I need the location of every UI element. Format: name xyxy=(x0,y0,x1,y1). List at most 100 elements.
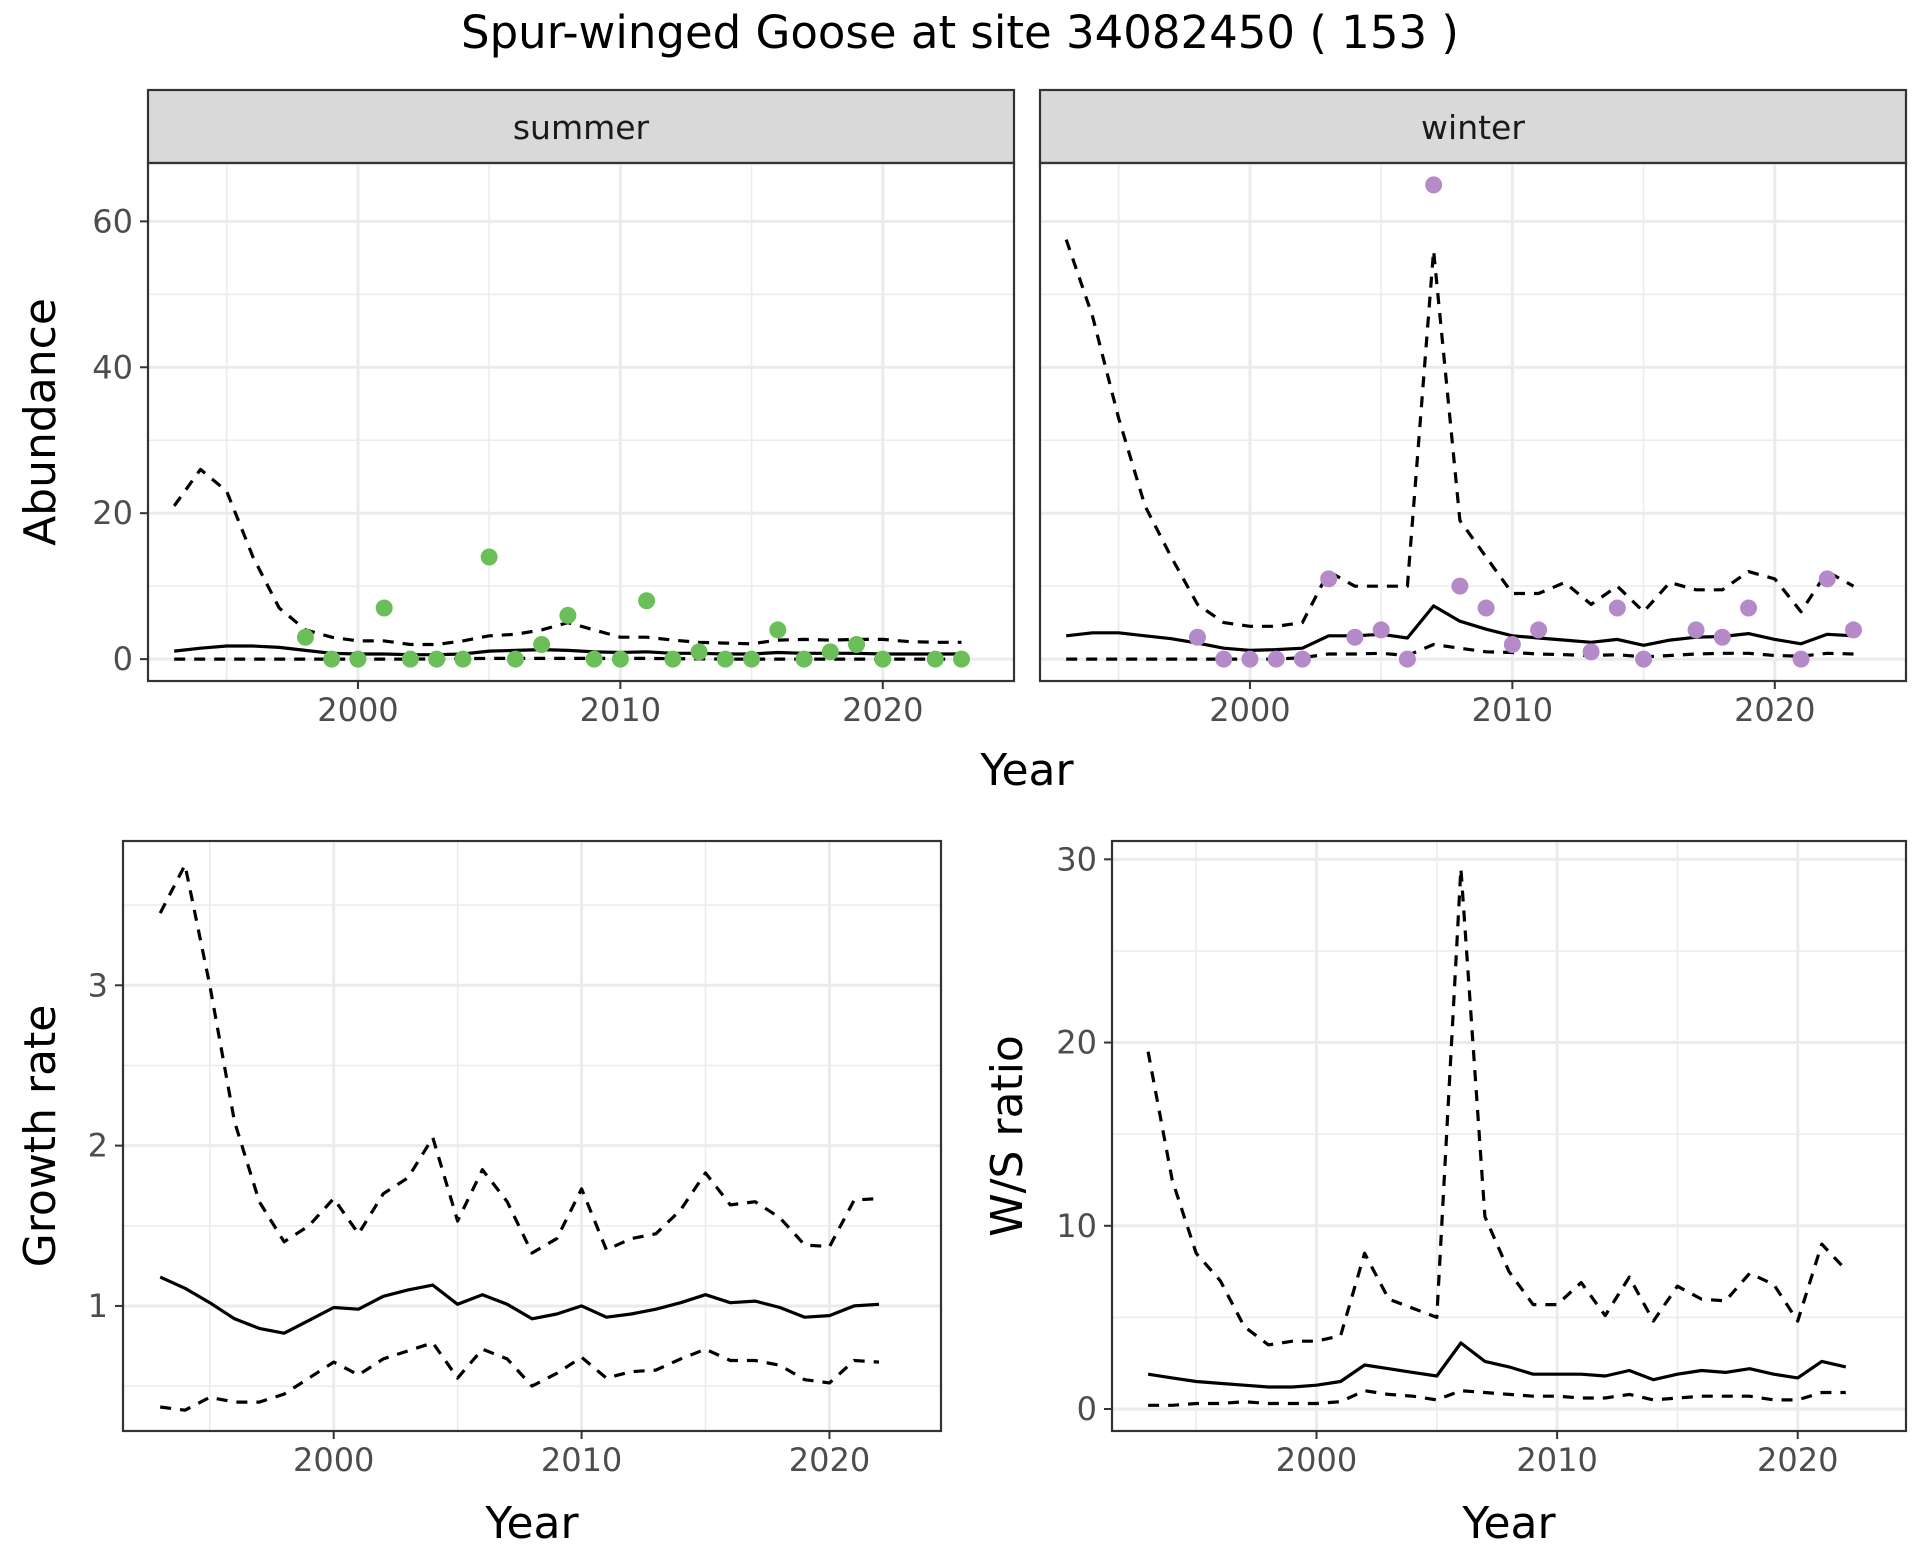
series-line-dashed xyxy=(1146,866,1847,1347)
x-tick-label: 2010 xyxy=(1472,691,1553,729)
facet-strip xyxy=(1038,88,1908,165)
data-point xyxy=(1425,176,1443,194)
series-line-solid xyxy=(1147,1341,1847,1389)
data-point xyxy=(375,599,393,617)
data-point xyxy=(848,636,866,654)
data-point xyxy=(926,650,944,668)
facet-panel-winter: winter 2000 2010 2020 xyxy=(1038,88,1908,729)
data-point xyxy=(1372,621,1390,639)
facet-strip-label: summer xyxy=(513,108,650,147)
y-tick-label: 0 xyxy=(113,640,133,678)
series-line-dashed xyxy=(159,1341,880,1412)
panel-border xyxy=(1038,161,1908,683)
y-tick-label: 0 xyxy=(1077,1390,1097,1428)
growth-rate-chart: 2000 2010 2020 1 2 3 Year Growth rate xyxy=(15,839,943,1549)
series-line-dashed xyxy=(1064,239,1855,628)
data-point xyxy=(401,650,419,668)
data-point xyxy=(1346,628,1364,646)
x-tick-label: 2000 xyxy=(1209,691,1290,729)
series-line-dashed xyxy=(1066,642,1854,661)
data-point xyxy=(506,650,524,668)
series-line-dashed xyxy=(158,863,880,1255)
x-tick-label: 2000 xyxy=(293,1441,374,1479)
facet-panel-summer: summer 2000 2010 2020 0 20 40 60 xyxy=(92,88,1016,729)
y-tick-label: 1 xyxy=(88,1287,108,1325)
y-axis-title: W/S ratio xyxy=(982,1035,1033,1237)
data-point xyxy=(769,621,787,639)
x-tick-label: 2000 xyxy=(317,691,398,729)
facet-strip-label: winter xyxy=(1421,108,1525,147)
data-point xyxy=(795,650,813,668)
data-point xyxy=(716,650,734,668)
data-point xyxy=(1451,577,1469,595)
data-point xyxy=(611,650,629,668)
data-point xyxy=(690,643,708,661)
abundance-chart: summer 2000 2010 2020 0 20 40 60 winter 2000 2010 2… xyxy=(15,88,1908,796)
data-point xyxy=(1320,570,1338,588)
panel-border xyxy=(121,839,943,1433)
data-point xyxy=(638,592,656,610)
figure-title: Spur-winged Goose at site 34082450 ( 153… xyxy=(461,6,1459,59)
data-point xyxy=(1503,636,1521,654)
data-point xyxy=(821,643,839,661)
data-point xyxy=(1713,628,1731,646)
y-tick-label: 10 xyxy=(1056,1207,1097,1245)
x-tick-label: 2020 xyxy=(842,691,923,729)
series-line-solid xyxy=(1066,604,1854,652)
data-point xyxy=(1740,599,1758,617)
data-point xyxy=(1267,650,1285,668)
x-tick-label: 2020 xyxy=(789,1441,870,1479)
x-axis-title: Year xyxy=(1461,1498,1556,1549)
data-point xyxy=(323,650,341,668)
data-point xyxy=(664,650,682,668)
data-point xyxy=(1635,650,1653,668)
data-point xyxy=(454,650,472,668)
data-point xyxy=(349,650,367,668)
series-line-dashed xyxy=(1148,1389,1846,1407)
data-point xyxy=(1818,570,1836,588)
x-tick-label: 2000 xyxy=(1276,1441,1357,1479)
data-point xyxy=(1293,650,1311,668)
x-tick-label: 2010 xyxy=(1516,1441,1597,1479)
y-tick-label: 40 xyxy=(92,348,133,386)
data-point xyxy=(1477,599,1495,617)
data-point xyxy=(1687,621,1705,639)
y-axis-title: Abundance xyxy=(15,298,66,546)
series-line-solid xyxy=(174,644,962,657)
y-tick-label: 2 xyxy=(88,1127,108,1165)
data-point xyxy=(1215,650,1233,668)
y-tick-label: 20 xyxy=(1056,1024,1097,1062)
y-tick-label: 20 xyxy=(92,494,133,532)
data-point xyxy=(480,548,498,566)
y-tick-label: 30 xyxy=(1056,840,1097,878)
data-point xyxy=(1845,621,1863,639)
x-tick-label: 2010 xyxy=(580,691,661,729)
data-point xyxy=(874,650,892,668)
panel-border xyxy=(1110,839,1908,1433)
facet-strip xyxy=(146,88,1016,165)
x-tick-label: 2020 xyxy=(1734,691,1815,729)
series-line-solid xyxy=(159,1275,880,1335)
data-point xyxy=(953,650,971,668)
data-point xyxy=(1188,628,1206,646)
y-tick-label: 60 xyxy=(92,202,133,240)
data-point xyxy=(1241,650,1259,668)
data-point xyxy=(585,650,603,668)
data-point xyxy=(1608,599,1626,617)
x-tick-label: 2020 xyxy=(1757,1441,1838,1479)
data-point xyxy=(743,650,761,668)
x-axis-title: Year xyxy=(484,1498,579,1549)
data-point xyxy=(1582,643,1600,661)
x-tick-label: 2010 xyxy=(541,1441,622,1479)
data-point xyxy=(1398,650,1416,668)
ws-ratio-chart: 2000 2010 2020 0 10 20 30 Year W/S ratio xyxy=(982,839,1908,1549)
x-axis-title: Year xyxy=(979,745,1074,796)
y-tick-label: 3 xyxy=(88,966,108,1004)
panel-border xyxy=(146,161,1016,683)
data-point xyxy=(559,606,577,624)
data-point xyxy=(1530,621,1548,639)
data-point xyxy=(428,650,446,668)
data-point xyxy=(533,636,551,654)
